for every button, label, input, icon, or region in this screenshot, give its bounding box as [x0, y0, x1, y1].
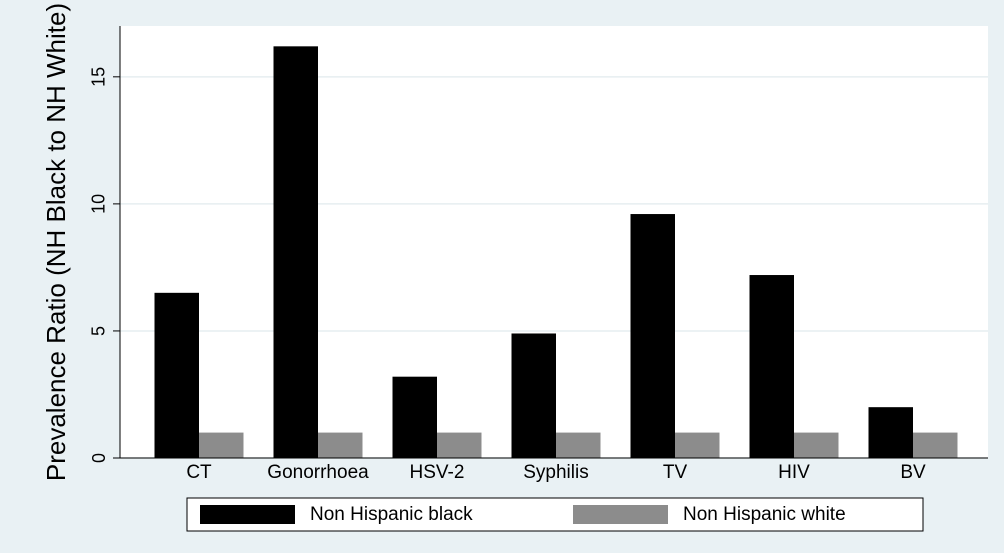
bar — [273, 46, 318, 459]
bar — [749, 275, 794, 458]
bar — [868, 407, 913, 458]
y-tick-label: 10 — [89, 194, 109, 214]
legend-swatch — [200, 505, 295, 524]
bar — [154, 292, 199, 458]
x-tick-label: HSV-2 — [410, 462, 465, 483]
legend — [186, 497, 924, 532]
y-tick-label: 5 — [89, 326, 109, 336]
bar — [318, 432, 363, 458]
bar — [437, 432, 482, 458]
y-axis-label: Prevalence Ratio (NH Black to NH White) — [41, 3, 71, 481]
bar — [392, 376, 437, 458]
bar — [511, 333, 556, 458]
x-tick-label: TV — [663, 462, 688, 483]
bar — [630, 214, 675, 458]
y-tick-label: 0 — [89, 453, 109, 463]
bar — [199, 432, 244, 458]
bar — [556, 432, 601, 458]
y-tick-label: 15 — [89, 67, 109, 87]
bar — [794, 432, 839, 458]
x-tick-label: CT — [186, 462, 212, 483]
x-tick-label: Gonorrhoea — [267, 462, 369, 483]
legend-swatch — [573, 505, 668, 524]
x-tick-label: HIV — [778, 462, 810, 483]
legend-label: Non Hispanic white — [683, 504, 846, 525]
legend-label: Non Hispanic black — [310, 504, 473, 525]
x-tick-label: Syphilis — [523, 462, 588, 483]
x-tick-label: BV — [900, 462, 926, 483]
bar — [675, 432, 720, 458]
bar — [913, 432, 958, 458]
